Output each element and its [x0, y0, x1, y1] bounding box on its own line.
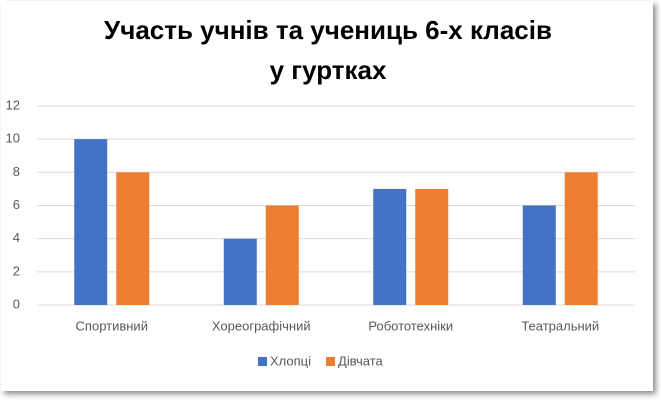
x-tick-label: Театральний: [521, 318, 599, 333]
bar: [74, 139, 108, 305]
bar: [564, 172, 598, 305]
chart-title: Участь учнів та учениць 6-х класів: [104, 15, 552, 45]
x-tick-label: Хореографічний: [212, 318, 311, 333]
x-tick-label: Спортивний: [76, 318, 148, 333]
y-tick-label: 10: [6, 131, 20, 146]
legend-label: Дівчата: [338, 353, 384, 368]
chart-title: у гуртках: [270, 55, 387, 85]
legend-swatch: [258, 357, 267, 366]
bar: [522, 205, 556, 305]
bar: [223, 238, 257, 305]
x-tick-label: Робототехніки: [368, 318, 453, 333]
y-tick-label: 8: [13, 164, 20, 179]
bar: [373, 188, 407, 305]
y-tick-label: 0: [13, 296, 20, 311]
chart-frame: [1, 1, 653, 391]
bar: [415, 188, 449, 305]
y-tick-label: 6: [13, 197, 20, 212]
legend-swatch: [326, 357, 336, 366]
bar: [116, 172, 150, 305]
legend-label: Хлопці: [270, 353, 311, 368]
bar: [265, 205, 299, 305]
y-tick-label: 4: [13, 230, 20, 245]
y-tick-label: 2: [13, 263, 20, 278]
y-tick-label: 12: [6, 97, 20, 112]
